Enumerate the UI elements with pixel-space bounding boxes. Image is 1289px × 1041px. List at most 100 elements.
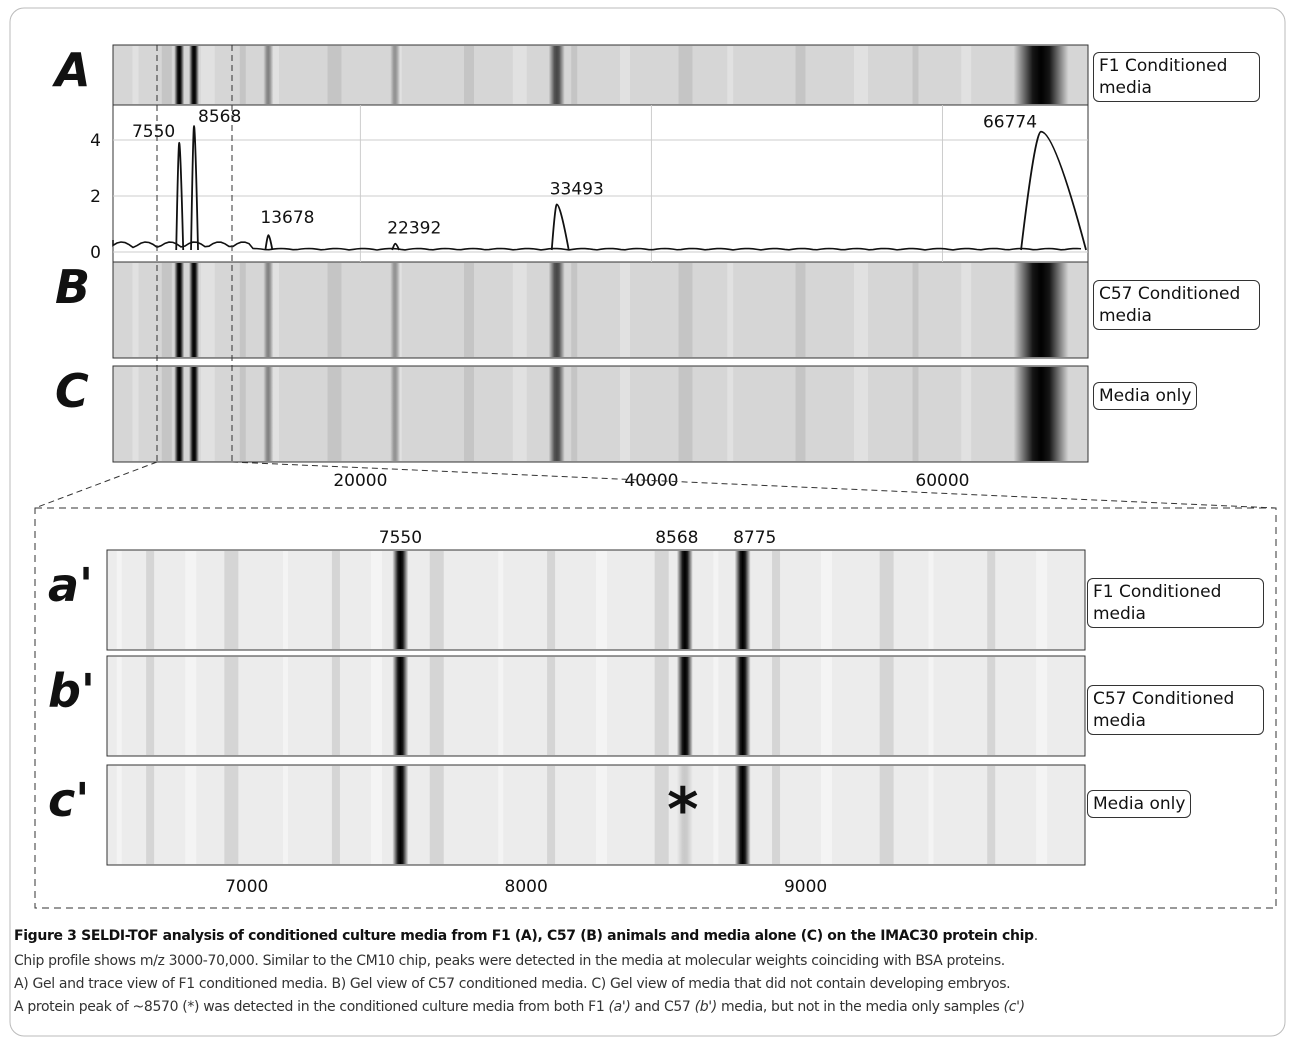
gel-texture (821, 766, 832, 864)
gel-texture (240, 263, 246, 357)
gel-texture (655, 657, 669, 755)
gel-texture (328, 367, 342, 461)
gel-band (1014, 46, 1069, 104)
gel-texture (498, 551, 503, 649)
gel-band (174, 263, 184, 357)
gel-texture (880, 551, 894, 649)
gel-texture (547, 551, 555, 649)
gel-band (189, 263, 199, 357)
caption-text: and C57 (630, 999, 694, 1015)
figure: 2000040000600000247550856813678223923349… (0, 0, 1289, 1041)
gel-texture (513, 367, 527, 461)
caption-line: Chip profile shows m/z 3000-70,000. Simi… (14, 953, 1005, 969)
gel-band (392, 657, 408, 755)
gel-texture (185, 551, 196, 649)
gel-texture (987, 551, 995, 649)
gel-texture (547, 766, 555, 864)
gel-texture (117, 551, 122, 649)
peak-label: 8568 (655, 528, 698, 548)
gel-texture (240, 367, 246, 461)
gel-texture (498, 657, 503, 755)
gel-texture (961, 46, 971, 104)
gel-texture (146, 551, 154, 649)
gel-texture (513, 263, 527, 357)
gel-texture (201, 46, 215, 104)
gel-texture (913, 46, 919, 104)
gel-texture (880, 766, 894, 864)
gel-texture (596, 551, 607, 649)
peak-label: 22392 (387, 219, 441, 239)
peak-label: 33493 (550, 179, 604, 199)
gel-band (174, 46, 184, 104)
gel-texture (727, 46, 733, 104)
caption-text: (c') (1004, 999, 1025, 1015)
peak-label: 8775 (733, 528, 776, 548)
peak-label: 7550 (132, 122, 175, 142)
gel-lane (113, 262, 1088, 358)
y-tick-label: 4 (90, 131, 101, 151)
lane-label: Media only (1087, 790, 1191, 818)
caption-text: (a') (609, 999, 631, 1015)
gel-texture (571, 46, 577, 104)
zoom-guide (232, 462, 1276, 508)
gel-texture (162, 367, 172, 461)
gel-band (735, 766, 751, 864)
gel-texture (224, 657, 238, 755)
gel-texture (371, 551, 382, 649)
x-tick-label: 20000 (333, 471, 387, 491)
gel-band (392, 766, 408, 864)
gel-texture (328, 263, 342, 357)
caption-line: A) Gel and trace view of F1 conditioned … (14, 976, 1010, 992)
gel-texture (571, 367, 577, 461)
gel-texture (133, 46, 139, 104)
gel-texture (620, 46, 630, 104)
gel-texture (821, 657, 832, 755)
gel-band (1014, 263, 1069, 357)
gel-texture (961, 263, 971, 357)
peak-label: 13678 (260, 208, 314, 228)
gel-texture (961, 367, 971, 461)
gel-band (263, 46, 273, 104)
gel-texture (201, 367, 215, 461)
gel-texture (283, 657, 288, 755)
x-tick-label: 8000 (505, 877, 548, 897)
gel-texture (854, 367, 868, 461)
lane-label: F1 Conditioned media (1087, 578, 1264, 628)
gel-texture (713, 657, 718, 755)
gel-texture (430, 657, 444, 755)
gel-band (677, 551, 693, 649)
panel-label: c' (48, 773, 89, 827)
gel-band (549, 46, 565, 104)
gel-band (1014, 367, 1069, 461)
peak-label: 66774 (983, 113, 1037, 133)
gel-texture (772, 657, 780, 755)
panel-label: a' (48, 558, 93, 612)
gel-texture (987, 657, 995, 755)
gel-band (390, 263, 400, 357)
gel-band (263, 263, 273, 357)
x-tick-label: 40000 (624, 471, 678, 491)
panel-label: C (55, 364, 89, 418)
gel-texture (133, 367, 139, 461)
gel-texture (655, 551, 669, 649)
gel-texture (162, 263, 172, 357)
gel-lane (113, 366, 1088, 462)
gel-texture (133, 263, 139, 357)
peak-label: 8568 (198, 107, 241, 127)
gel-texture (679, 263, 693, 357)
gel-band (189, 367, 199, 461)
gel-texture (371, 657, 382, 755)
peak-label: 7550 (379, 528, 422, 548)
gel-band (735, 551, 751, 649)
gel-texture (430, 766, 444, 864)
gel-texture (796, 367, 806, 461)
y-tick-label: 0 (90, 243, 101, 263)
gel-texture (498, 766, 503, 864)
lane-label: F1 Conditioned media (1093, 52, 1260, 102)
gel-texture (117, 766, 122, 864)
gel-texture (328, 46, 342, 104)
gel-texture (796, 46, 806, 104)
gel-texture (679, 367, 693, 461)
gel-texture (201, 263, 215, 357)
gel-texture (332, 766, 340, 864)
